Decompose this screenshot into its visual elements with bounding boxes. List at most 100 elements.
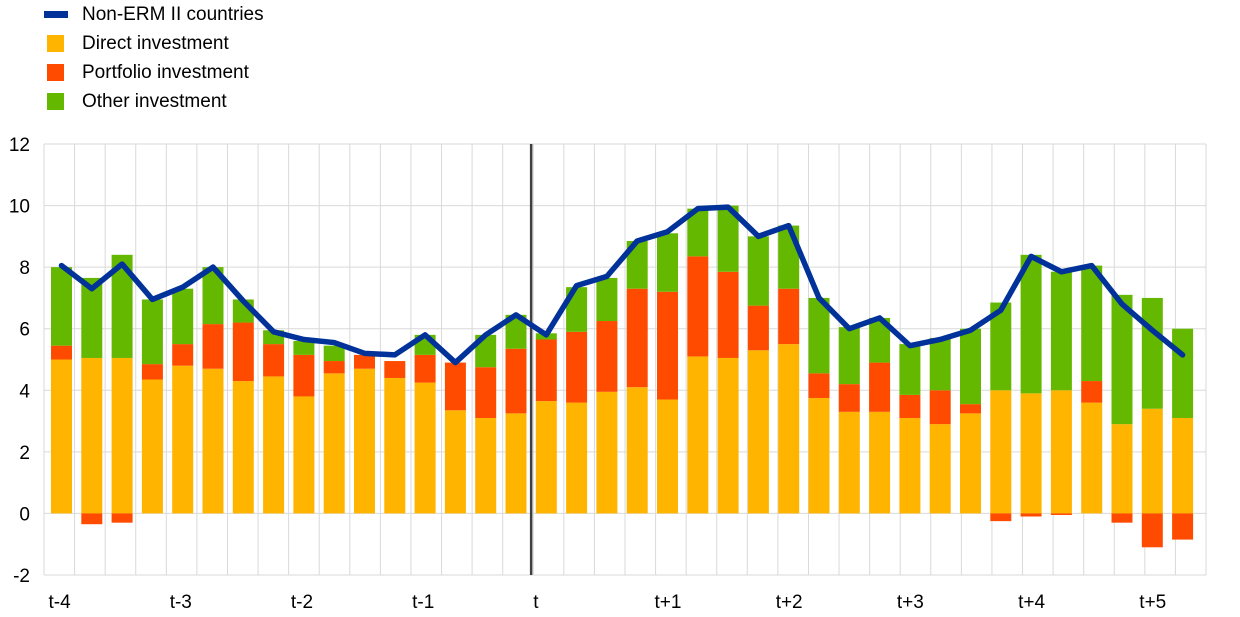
bar-portfolio-investment	[747, 305, 769, 351]
bar-portfolio-investment	[626, 288, 648, 388]
bar-direct-investment	[1141, 408, 1163, 514]
bar-portfolio-investment	[505, 348, 527, 414]
bar-other-investment	[596, 277, 618, 322]
bar-layer	[51, 205, 1194, 548]
bar-direct-investment	[1172, 417, 1194, 514]
y-tick-label: 0	[19, 504, 30, 525]
legend: Non-ERM II countries Direct investment P…	[44, 0, 264, 116]
x-tick-label: t-3	[170, 592, 192, 613]
bar-direct-investment	[111, 357, 133, 514]
bar-direct-investment	[51, 359, 72, 514]
bar-direct-investment	[505, 413, 527, 514]
bar-direct-investment	[172, 365, 194, 514]
bar-other-investment	[1050, 271, 1072, 391]
x-tick-label: t-2	[291, 592, 313, 613]
bar-portfolio-investment	[778, 288, 800, 345]
bar-other-investment	[505, 314, 527, 349]
bar-portfolio-investment	[960, 404, 981, 414]
bar-direct-investment	[1050, 390, 1072, 514]
y-tick-label: 4	[19, 381, 30, 402]
bar-other-investment	[202, 267, 224, 325]
bar-portfolio-investment	[566, 331, 588, 403]
bar-other-investment	[1111, 294, 1133, 425]
bar-other-investment	[81, 277, 103, 358]
bar-direct-investment	[384, 377, 406, 514]
bar-direct-investment	[535, 401, 557, 514]
bar-portfolio-investment	[81, 513, 103, 525]
bar-direct-investment	[808, 397, 830, 514]
bar-portfolio-investment	[202, 324, 224, 369]
bar-other-investment	[1172, 328, 1194, 418]
bar-other-investment	[141, 299, 163, 365]
bar-portfolio-investment	[475, 367, 497, 418]
bar-portfolio-investment	[1020, 513, 1042, 517]
bar-direct-investment	[1081, 402, 1103, 514]
bar-other-investment	[960, 328, 981, 405]
bar-portfolio-investment	[1172, 513, 1194, 540]
bar-portfolio-investment	[444, 362, 466, 411]
line-non-erm-ii-countries	[58, 204, 1186, 366]
bar-portfolio-investment	[1111, 513, 1133, 523]
x-tick-label: t-1	[412, 592, 434, 613]
bar-direct-investment	[263, 376, 285, 514]
bar-other-investment	[869, 317, 891, 363]
y-tick-label: 10	[9, 197, 30, 218]
bar-other-investment	[323, 345, 345, 362]
bar-direct-investment	[1111, 424, 1133, 514]
bar-portfolio-investment	[141, 364, 163, 380]
bar-portfolio-investment	[899, 394, 921, 418]
bar-direct-investment	[687, 356, 709, 514]
y-tick-label: 8	[19, 258, 30, 279]
bar-direct-investment	[626, 387, 648, 514]
y-tick-label: 12	[9, 135, 30, 156]
bar-portfolio-investment	[838, 384, 860, 412]
bar-portfolio-investment	[1081, 381, 1103, 403]
bar-other-investment	[172, 288, 194, 345]
y-axis-tick-labels: -2 0 2 4 6 8 10 12	[9, 135, 31, 587]
bar-other-investment	[657, 233, 678, 292]
bar-portfolio-investment	[657, 291, 678, 400]
bar-direct-investment	[747, 350, 769, 514]
bar-direct-investment	[81, 357, 103, 514]
bar-other-investment	[51, 267, 72, 346]
x-tick-label: t+5	[1139, 592, 1166, 613]
legend-label: Portfolio investment	[82, 61, 249, 83]
bar-other-investment	[929, 337, 951, 391]
legend-item-other-investment: Other investment	[44, 87, 264, 116]
bar-portfolio-investment	[414, 354, 436, 383]
bar-direct-investment	[354, 368, 375, 514]
bar-portfolio-investment	[869, 362, 891, 412]
bar-portfolio-investment	[111, 513, 133, 523]
x-axis-tick-labels: t-4 t-3 t-2 t-1 t t+1 t+2 t+3 t+4 t+5	[49, 592, 1167, 613]
bar-portfolio-investment	[1050, 513, 1072, 515]
x-tick-label: t	[533, 592, 539, 613]
bar-portfolio-investment	[293, 354, 315, 397]
bar-other-investment	[111, 254, 133, 358]
bar-direct-investment	[717, 357, 739, 514]
bar-other-investment	[687, 208, 709, 257]
bar-portfolio-investment	[1141, 513, 1163, 548]
bar-other-investment	[808, 297, 830, 374]
bar-portfolio-investment	[232, 322, 254, 382]
bar-direct-investment	[1020, 393, 1042, 514]
bar-portfolio-investment	[51, 345, 72, 360]
bar-other-investment	[717, 205, 739, 272]
bar-direct-investment	[475, 417, 497, 514]
bar-other-investment	[747, 236, 769, 306]
legend-label: Other investment	[82, 90, 227, 112]
bar-direct-investment	[414, 382, 436, 514]
bar-portfolio-investment	[384, 361, 406, 378]
bar-direct-investment	[929, 424, 951, 514]
legend-swatch-box	[47, 35, 64, 52]
legend-swatch-box	[47, 64, 64, 81]
legend-label: Non-ERM II countries	[82, 3, 264, 25]
bar-direct-investment	[596, 391, 618, 514]
bar-portfolio-investment	[808, 373, 830, 398]
bar-portfolio-investment	[535, 339, 557, 402]
x-tick-label: t+3	[897, 592, 924, 613]
bar-direct-investment	[141, 379, 163, 514]
bar-other-investment	[838, 327, 860, 385]
bar-direct-investment	[232, 381, 254, 514]
